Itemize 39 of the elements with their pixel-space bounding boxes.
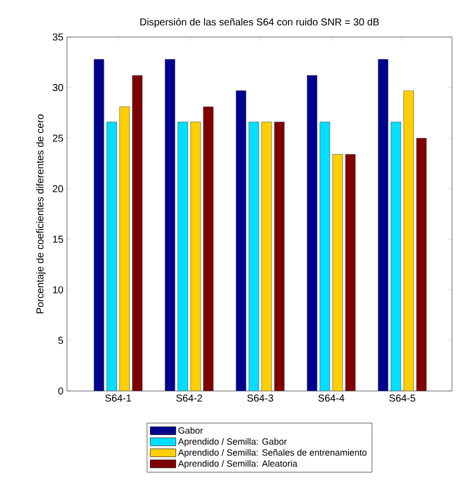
bar <box>119 106 130 391</box>
y-tick-label: 10 <box>53 286 64 294</box>
x-tick-label: S64-5 <box>389 394 416 402</box>
bar <box>164 59 176 391</box>
bar <box>190 122 201 391</box>
bar <box>345 154 356 391</box>
bar <box>94 59 104 391</box>
legend-label: Aprendido / Semilla: Gabor <box>178 438 287 446</box>
y-tick-label: 5 <box>58 336 64 344</box>
y-tick-label: 30 <box>52 84 64 92</box>
x-tick-label: S64-4 <box>318 394 344 402</box>
bar <box>320 122 330 391</box>
bar <box>248 122 259 391</box>
x-tick-label: S64-2 <box>176 394 202 402</box>
y-tick-label: 35 <box>52 33 64 41</box>
bar <box>274 122 285 391</box>
bar <box>132 75 142 391</box>
y-axis-title: Porcentaje de coeficientes diferentes de cero <box>36 114 46 314</box>
bar <box>106 122 117 391</box>
y-tick-label: 25 <box>52 134 64 142</box>
y-tick-label: 0 <box>58 387 64 395</box>
bar <box>178 122 188 391</box>
bar <box>404 90 414 391</box>
chart-title: Dispersión de las señales S64 con ruido SNR = 30 dB <box>140 18 379 28</box>
legend-label: Aprendido / Semilla: Aleatoria <box>178 460 298 469</box>
bar <box>261 122 272 391</box>
y-tick-label: 15 <box>53 236 64 243</box>
bar <box>416 138 427 391</box>
bar <box>378 59 388 391</box>
x-tick-label: S64-3 <box>247 394 274 402</box>
legend-label: Gabor <box>178 427 203 434</box>
y-tick-label: 20 <box>52 185 64 192</box>
bar <box>306 75 318 391</box>
bar <box>236 90 246 391</box>
bar <box>203 106 214 391</box>
bar <box>390 122 402 391</box>
x-tick-label: S64-1 <box>105 394 132 402</box>
legend-label: Aprendido / Semilla: Señales de entrenamiento <box>178 449 367 458</box>
bar <box>332 154 343 391</box>
